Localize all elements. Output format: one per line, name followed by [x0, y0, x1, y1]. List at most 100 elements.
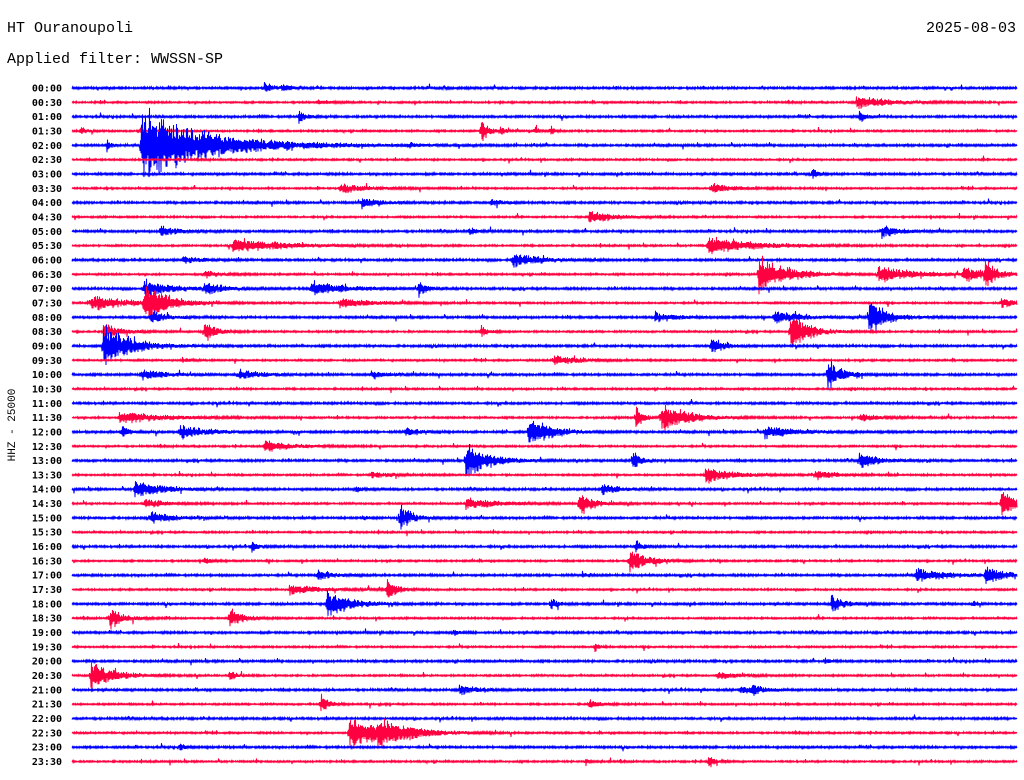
trace-row-1200 — [71, 420, 1018, 443]
trace-row-1330 — [71, 468, 1018, 484]
trace-row-0800 — [71, 302, 1018, 332]
row-time-label: 10:00 — [32, 370, 62, 381]
trace-row-2100 — [71, 684, 1018, 696]
row-time-label: 23:30 — [32, 757, 62, 768]
row-time-label: 12:00 — [32, 427, 62, 438]
row-time-label: 16:30 — [32, 556, 62, 567]
date-label: 2025-08-03 — [925, 20, 1016, 37]
row-time-label: 17:00 — [32, 571, 62, 582]
row-time-label: 06:30 — [32, 270, 62, 281]
row-time-label: 13:30 — [32, 470, 62, 481]
trace-row-0530 — [71, 236, 1018, 255]
row-time-label: 13:00 — [32, 456, 62, 467]
row-time-label: 02:30 — [32, 155, 62, 166]
row-time-label: 18:30 — [32, 614, 62, 625]
trace-row-1600 — [71, 540, 1018, 553]
row-time-label: 15:30 — [32, 528, 62, 539]
row-time-label: 17:30 — [32, 585, 62, 596]
trace-row-2000 — [71, 657, 1018, 666]
row-time-label: 21:00 — [32, 685, 62, 696]
row-time-label: 08:00 — [32, 313, 62, 324]
trace-row-0500 — [71, 225, 1018, 240]
row-time-label: 14:30 — [32, 499, 62, 510]
trace-row-0030 — [71, 96, 1018, 110]
row-time-label: 07:30 — [32, 298, 62, 309]
trace-row-0430 — [71, 211, 1018, 223]
row-time-label: 08:30 — [32, 327, 62, 338]
row-time-label: 09:30 — [32, 356, 62, 367]
row-time-label: 00:00 — [32, 84, 62, 95]
trace-row-1800 — [71, 590, 1018, 616]
row-time-label: 11:30 — [32, 413, 62, 424]
row-time-label: 03:00 — [32, 169, 62, 180]
row-labels: 00:00 00:30 01:00 01:30 02:00 02:30 03:00 03:30… — [32, 84, 62, 769]
trace-row-1830 — [71, 608, 1018, 630]
trace-row-0330 — [71, 182, 1018, 194]
trace-row-1300 — [71, 443, 1018, 477]
trace-row-0200 — [71, 107, 1018, 178]
row-time-label: 22:30 — [32, 728, 62, 739]
row-time-label: 23:00 — [32, 743, 62, 754]
trace-row-0700 — [71, 278, 1018, 298]
filter-label: Applied filter: WWSSN-SP — [7, 51, 224, 68]
row-time-label: 01:00 — [32, 112, 62, 123]
row-time-label: 09:00 — [32, 341, 62, 352]
row-time-label: 15:00 — [32, 513, 62, 524]
trace-row-0230 — [71, 155, 1018, 164]
row-time-label: 04:30 — [32, 212, 62, 223]
trace-row-2130 — [71, 693, 1018, 712]
trace-row-1900 — [71, 628, 1018, 636]
trace-row-1500 — [71, 504, 1018, 530]
trace-row-0100 — [71, 110, 1018, 124]
row-time-label: 00:30 — [32, 98, 62, 109]
row-time-label: 20:00 — [32, 657, 62, 668]
trace-row-2330 — [71, 757, 1018, 768]
trace-row-1400 — [71, 481, 1018, 498]
trace-row-1230 — [71, 440, 1018, 452]
row-time-label: 06:00 — [32, 255, 62, 266]
trace-row-1730 — [71, 579, 1018, 598]
row-time-label: 18:00 — [32, 599, 62, 610]
row-time-label: 05:30 — [32, 241, 62, 252]
trace-row-1530 — [71, 529, 1018, 537]
trace-row-1630 — [71, 551, 1018, 573]
traces — [71, 81, 1018, 768]
row-time-label: 04:00 — [32, 198, 62, 209]
row-time-label: 22:00 — [32, 714, 62, 725]
trace-row-0900 — [71, 324, 1018, 366]
row-time-label: 21:30 — [32, 700, 62, 711]
trace-row-0830 — [71, 318, 1018, 347]
trace-row-0130 — [71, 122, 1018, 142]
trace-row-1000 — [71, 361, 1018, 391]
row-time-label: 03:30 — [32, 184, 62, 195]
trace-row-0000 — [71, 81, 1018, 92]
trace-row-0300 — [71, 169, 1018, 179]
trace-row-0930 — [71, 355, 1018, 366]
station-title: HT Ouranoupoli — [7, 20, 134, 37]
trace-row-2300 — [71, 743, 1018, 752]
trace-row-1130 — [71, 404, 1018, 431]
row-time-label: 07:00 — [32, 284, 62, 295]
row-time-label: 01:30 — [32, 126, 62, 137]
trace-row-2230 — [71, 718, 1018, 749]
trace-row-0730 — [71, 286, 1018, 320]
row-time-label: 19:30 — [32, 642, 62, 653]
row-time-label: 12:30 — [32, 442, 62, 453]
row-time-label: 05:00 — [32, 227, 62, 238]
trace-row-1700 — [71, 566, 1018, 584]
trace-row-0630 — [71, 255, 1018, 295]
row-time-label: 16:00 — [32, 542, 62, 553]
trace-row-0600 — [71, 254, 1018, 268]
trace-row-2030 — [71, 661, 1018, 692]
row-time-label: 19:00 — [32, 628, 62, 639]
row-time-label: 20:30 — [32, 671, 62, 682]
row-time-label: 11:00 — [32, 399, 62, 410]
trace-row-1100 — [71, 399, 1018, 408]
trace-row-0400 — [71, 198, 1018, 210]
trace-row-2200 — [71, 714, 1018, 723]
trace-row-1930 — [71, 642, 1018, 652]
trace-row-1030 — [71, 385, 1018, 393]
row-time-label: 02:00 — [32, 141, 62, 152]
row-time-label: 14:00 — [32, 485, 62, 496]
